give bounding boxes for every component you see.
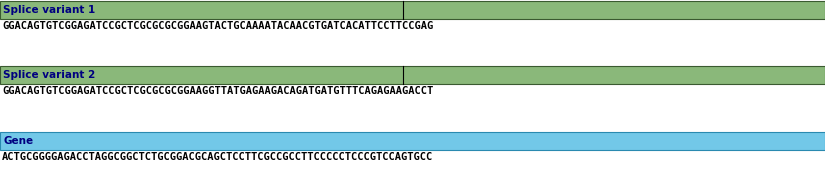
Text: GGACAGTGTCGGAGATCCGCTCGCGCGCGGAAGTACTGCAAAATACAACGTGATCACATTCCTTCCGAG: GGACAGTGTCGGAGATCCGCTCGCGCGCGGAAGTACTGCA… — [2, 21, 433, 31]
Text: Gene: Gene — [3, 136, 33, 146]
Text: Splice variant 2: Splice variant 2 — [3, 70, 95, 80]
Bar — [0, 132, 825, 150]
Bar — [0, 1, 825, 19]
Text: ACTGCGGGGAGACCTAGGCGGCTCTGCGGACGCAGCTCCTTCGCCGCCTTCCCCCTCCCGTCCAGTGCC: ACTGCGGGGAGACCTAGGCGGCTCTGCGGACGCAGCTCCT… — [2, 152, 433, 162]
Text: Splice variant 1: Splice variant 1 — [3, 5, 95, 15]
Bar — [0, 66, 825, 84]
Text: GGACAGTGTCGGAGATCCGCTCGCGCGCGGAAGGTTATGAGAAGACAGATGATGTTTCAGAGAAGACCT: GGACAGTGTCGGAGATCCGCTCGCGCGCGGAAGGTTATGA… — [2, 86, 433, 96]
